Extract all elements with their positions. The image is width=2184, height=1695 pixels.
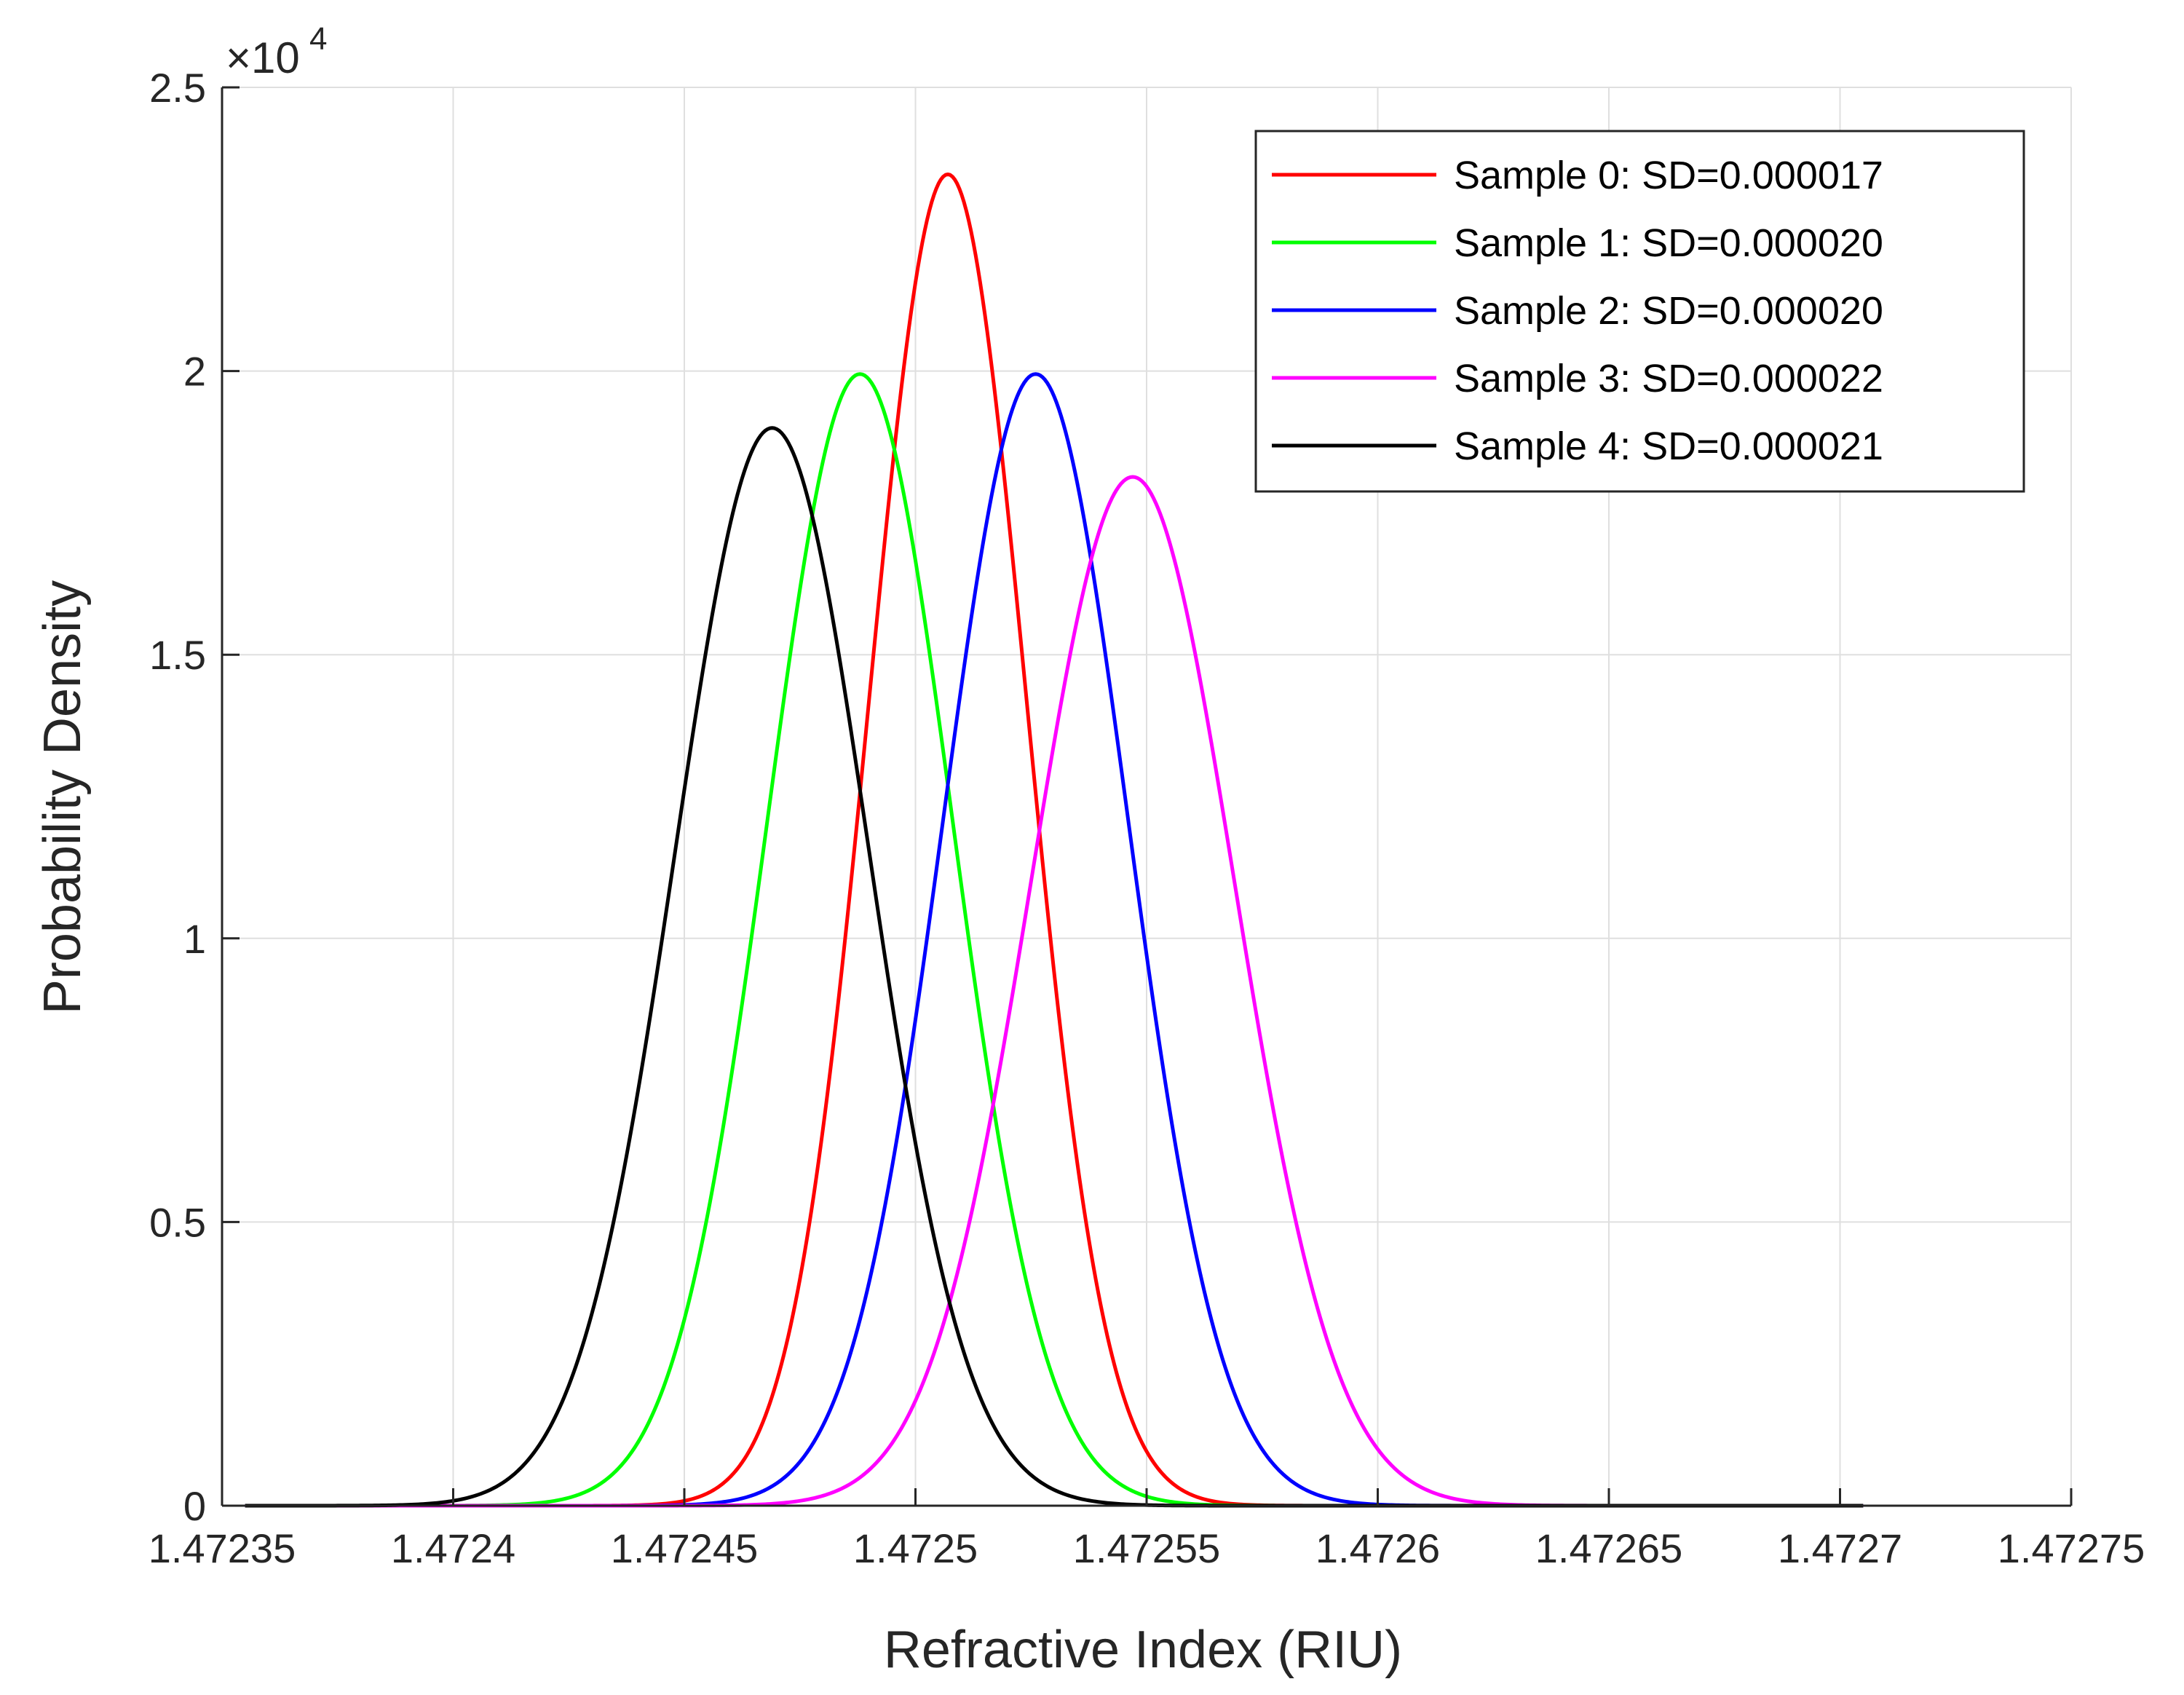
x-tick-label: 1.47235 bbox=[149, 1525, 296, 1571]
x-tick-label: 1.47275 bbox=[1998, 1525, 2145, 1571]
x-tick-label: 1.4727 bbox=[1778, 1525, 1902, 1571]
y-exponent-power: 4 bbox=[309, 21, 327, 57]
x-tick-label: 1.4726 bbox=[1315, 1525, 1440, 1571]
x-axis-label: Refractive Index (RIU) bbox=[884, 1621, 1402, 1679]
y-tick-label: 2.5 bbox=[149, 65, 206, 111]
axes-frame bbox=[221, 86, 2073, 1507]
x-tick-label: 1.47245 bbox=[611, 1525, 758, 1571]
legend-label: Sample 1: SD=0.000020 bbox=[1454, 221, 1883, 265]
y-exponent-base: ×10 bbox=[226, 33, 300, 82]
x-tick-label: 1.4724 bbox=[391, 1525, 515, 1571]
series-line-sample-1 bbox=[245, 372, 1864, 1508]
legend: Sample 0: SD=0.000017 Sample 1: SD=0.0000… bbox=[1254, 130, 2025, 493]
y-tick-label: 1 bbox=[183, 916, 206, 962]
legend-label: Sample 4: SD=0.000021 bbox=[1454, 424, 1883, 468]
legend-label: Sample 0: SD=0.000017 bbox=[1454, 154, 1883, 197]
x-tick-label: 1.47265 bbox=[1535, 1525, 1682, 1571]
x-tick-label: 1.4725 bbox=[853, 1525, 978, 1571]
y-tick-label: 2 bbox=[183, 349, 206, 395]
y-tick-labels: 0 0.5 1 1.5 2 2.5 bbox=[149, 65, 206, 1529]
y-tick-label: 0 bbox=[183, 1483, 206, 1529]
y-axis-label: Probability Density bbox=[33, 580, 92, 1014]
legend-label: Sample 2: SD=0.000020 bbox=[1454, 289, 1883, 333]
series-line-sample-2 bbox=[245, 372, 1864, 1508]
y-tick-label: 0.5 bbox=[149, 1199, 206, 1245]
series-line-sample-3 bbox=[245, 475, 1864, 1508]
y-tick-label: 1.5 bbox=[149, 632, 206, 678]
x-tick-label: 1.47255 bbox=[1073, 1525, 1220, 1571]
x-tick-labels: 1.47235 1.4724 1.47245 1.4725 1.47255 1.4726 1… bbox=[149, 1525, 2145, 1571]
legend-label: Sample 3: SD=0.000022 bbox=[1454, 357, 1883, 400]
